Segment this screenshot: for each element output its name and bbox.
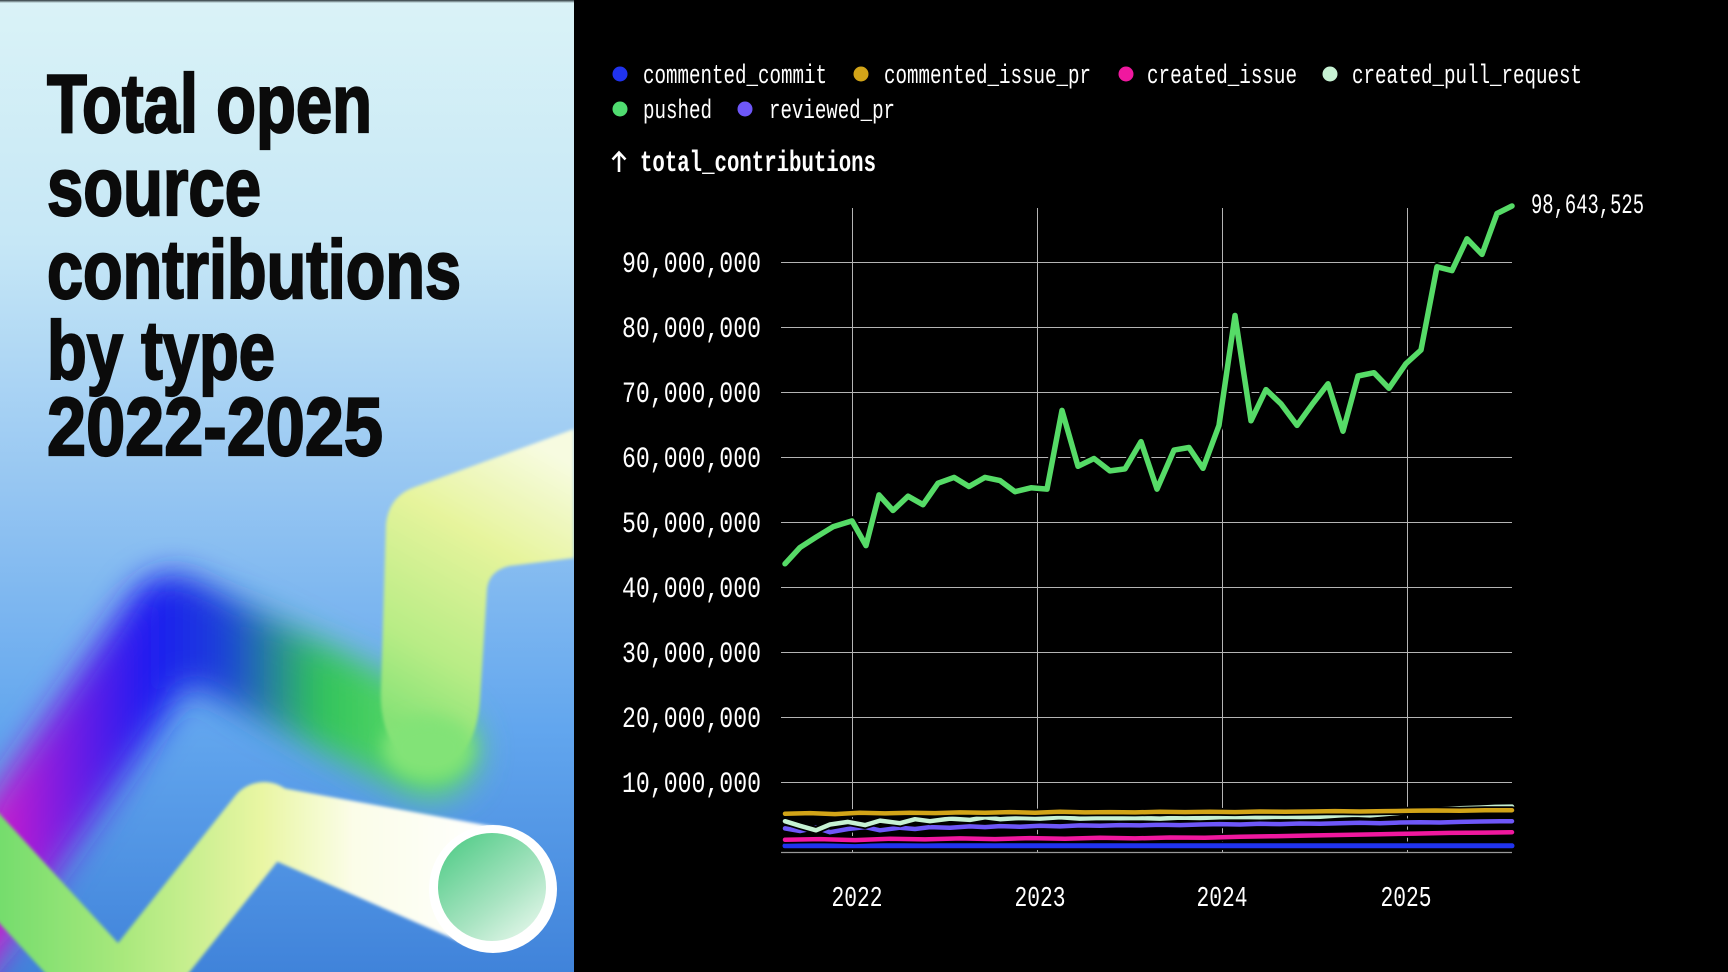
svg-text:commented_commit: commented_commit xyxy=(643,62,827,92)
svg-text:60,000,000: 60,000,000 xyxy=(622,443,761,477)
svg-text:2022-2025: 2022-2025 xyxy=(47,380,383,473)
svg-text:20,000,000: 20,000,000 xyxy=(622,703,761,737)
svg-text:Total open: Total open xyxy=(47,57,372,150)
svg-text:80,000,000: 80,000,000 xyxy=(622,313,761,347)
svg-text:10,000,000: 10,000,000 xyxy=(622,768,761,802)
svg-text:by type: by type xyxy=(47,304,275,397)
svg-text:90,000,000: 90,000,000 xyxy=(622,248,761,282)
svg-text:70,000,000: 70,000,000 xyxy=(622,378,761,412)
svg-text:created_pull_request: created_pull_request xyxy=(1352,62,1582,92)
svg-text:created_issue: created_issue xyxy=(1147,62,1297,92)
svg-text:commented_issue_pr: commented_issue_pr xyxy=(884,62,1091,92)
svg-text:2024: 2024 xyxy=(1197,882,1248,915)
svg-text:2025: 2025 xyxy=(1381,882,1432,915)
svg-text:98,643,525: 98,643,525 xyxy=(1531,191,1644,222)
svg-text:2023: 2023 xyxy=(1015,882,1066,915)
svg-text:50,000,000: 50,000,000 xyxy=(622,508,761,542)
svg-text:total_contributions: total_contributions xyxy=(640,147,876,181)
svg-text:source: source xyxy=(47,140,261,233)
svg-text:pushed: pushed xyxy=(643,97,712,127)
svg-text:contributions: contributions xyxy=(47,223,461,316)
svg-text:reviewed_pr: reviewed_pr xyxy=(769,97,895,127)
svg-text:40,000,000: 40,000,000 xyxy=(622,573,761,607)
svg-text:2022: 2022 xyxy=(832,882,883,915)
svg-text:30,000,000: 30,000,000 xyxy=(622,638,761,672)
